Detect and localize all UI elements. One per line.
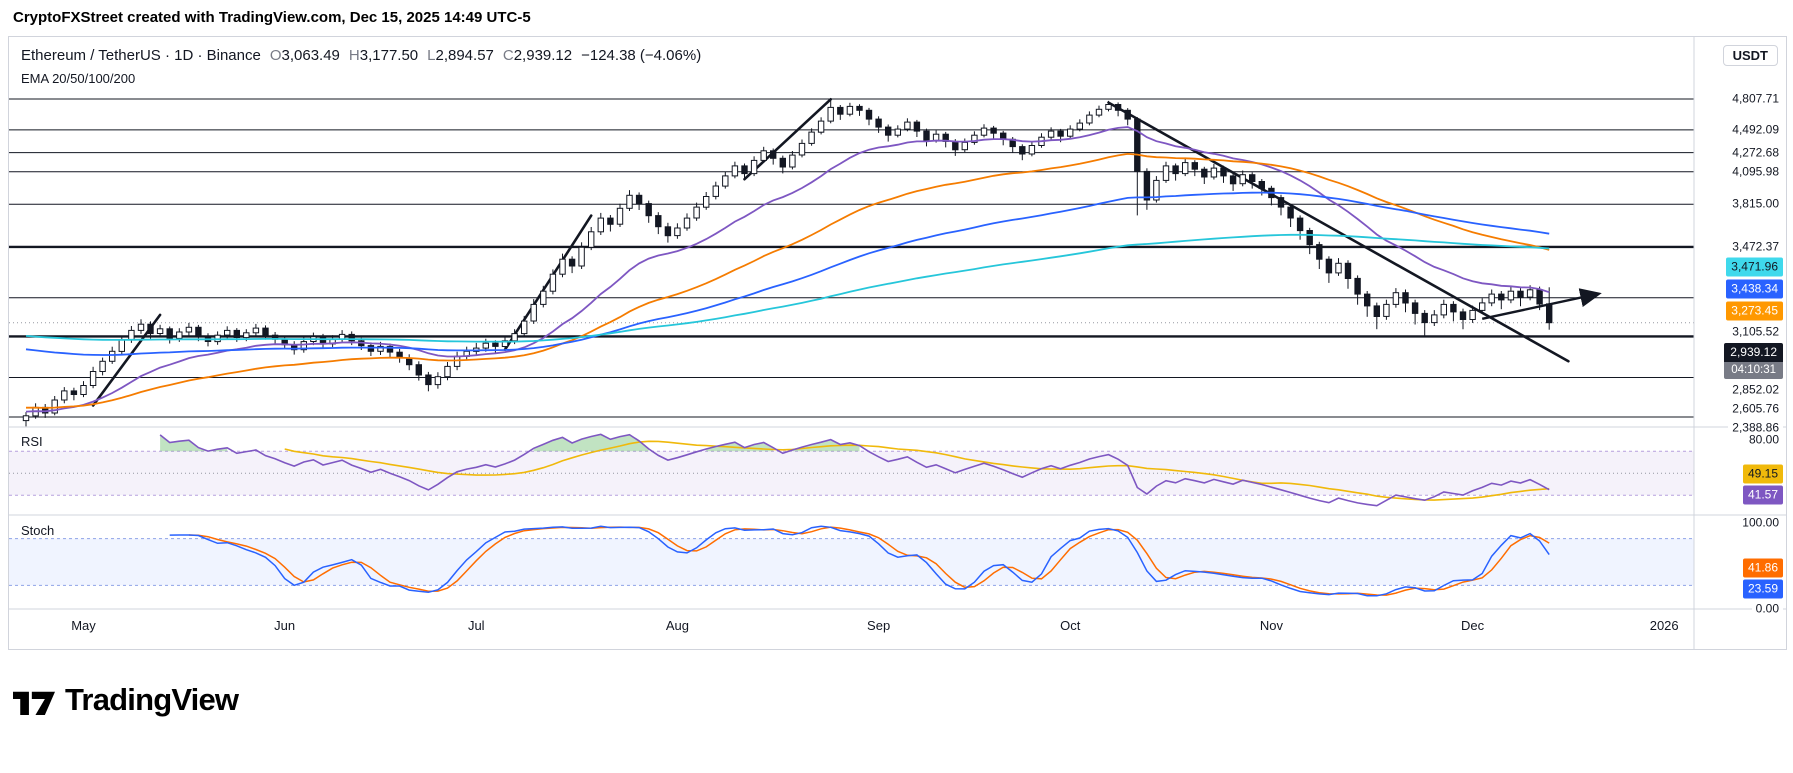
time-axis[interactable]: May Jun Jul Aug Sep Oct Nov Dec 2026 [9, 609, 1694, 649]
symbol-title[interactable]: Ethereum / TetherUS · 1D · Binance [21, 47, 261, 64]
close-key: C [502, 47, 514, 64]
time-axis-label: Nov [1259, 618, 1283, 633]
time-axis-label: Aug [665, 618, 690, 633]
price-level-label: 4,272.68 [1728, 145, 1783, 161]
ema-value-badge: 3,471.96 [1726, 257, 1783, 277]
currency-toggle-button[interactable]: USDT [1722, 45, 1778, 66]
tradingview-logo-icon [13, 691, 55, 715]
time-axis-label: Sep [867, 618, 891, 633]
price-level-label: 2,605.76 [1728, 401, 1783, 417]
rsi-legend[interactable]: RSI [21, 434, 43, 449]
price-axis[interactable]: USDT 4,807.71 4,492.09 4,272.68 4,095.98 3,8… [1694, 37, 1786, 649]
time-axis-label: Oct [1060, 618, 1081, 633]
ema-value-badge: 3,273.45 [1726, 301, 1783, 321]
low-key: L [427, 47, 436, 64]
ema-value-badge: 3,438.34 [1726, 279, 1783, 299]
price-level-label: 2,852.02 [1728, 382, 1783, 398]
rsi-ma-badge: 49.15 [1742, 464, 1783, 484]
price-level-label: 4,095.98 [1728, 164, 1783, 180]
time-axis-label: Jun [274, 618, 296, 633]
countdown-timer: 04:10:31 [1724, 361, 1783, 379]
stoch-k-badge: 23.59 [1742, 579, 1783, 599]
time-axis-label: 2026 [1649, 618, 1679, 633]
chart-container[interactable]: Ethereum / TetherUS · 1D · Binance O3,063… [8, 36, 1787, 650]
tradingview-logo-text: TradingView [65, 682, 239, 717]
chart-plot[interactable] [9, 37, 1786, 649]
stoch-scale-bottom-label: 0.00 [1751, 601, 1783, 617]
price-level-label: 3,105.52 [1728, 324, 1783, 340]
symbol-legend: Ethereum / TetherUS · 1D · Binance O3,063… [21, 47, 701, 64]
open-key: O [269, 47, 282, 64]
price-level-label: 4,807.71 [1728, 91, 1783, 107]
price-level-label: 4,492.09 [1728, 122, 1783, 138]
open-value: 3,063.49 [281, 47, 340, 64]
change-value: −124.38 (−4.06%) [581, 47, 702, 64]
time-axis-label: Dec [1461, 618, 1485, 633]
stoch-scale-top-label: 100.00 [1738, 515, 1783, 531]
high-value: 3,177.50 [359, 47, 419, 64]
time-axis-label: May [71, 618, 96, 633]
stoch-legend[interactable]: Stoch [21, 523, 55, 538]
close-value: 2,939.12 [513, 47, 573, 64]
low-value: 2,894.57 [435, 47, 494, 64]
price-level-label: 3,472.37 [1728, 239, 1783, 255]
ema-legend[interactable]: EMA 20/50/100/200 [21, 71, 136, 86]
time-axis-label: Jul [467, 618, 485, 633]
price-level-label: 2,388.86 [1728, 420, 1783, 436]
stoch-d-badge: 41.86 [1742, 558, 1783, 578]
price-level-label: 3,815.00 [1728, 196, 1783, 212]
rsi-value-badge: 41.57 [1742, 485, 1783, 505]
tradingview-logo[interactable]: TradingView [13, 682, 239, 718]
rsi-scale-label: 80.00 [1744, 432, 1783, 448]
last-price-badge: 2,939.12 04:10:31 [1724, 342, 1783, 379]
watermark-title: CryptoFXStreet created with TradingView.… [13, 9, 531, 26]
last-price-value: 2,939.12 [1724, 342, 1783, 362]
high-key: H [348, 47, 360, 64]
